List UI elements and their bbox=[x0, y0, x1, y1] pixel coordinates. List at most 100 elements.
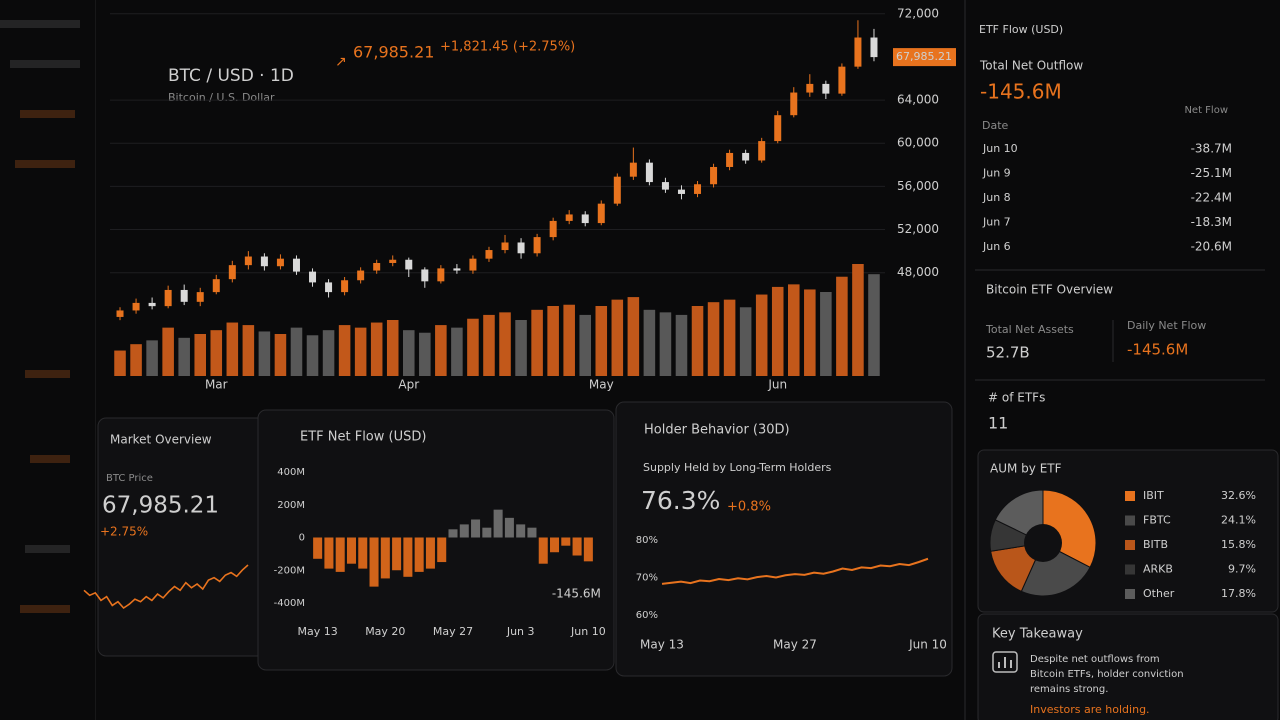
candle-body bbox=[677, 189, 685, 194]
value: 52.7B bbox=[986, 344, 1030, 362]
x-tick-label: Mar bbox=[205, 378, 228, 392]
volume-bar bbox=[659, 312, 672, 376]
blurred-text bbox=[15, 160, 75, 168]
candle-body bbox=[726, 152, 734, 167]
candle-body bbox=[597, 203, 605, 224]
bar bbox=[403, 537, 413, 577]
header-price: 67,985.21 bbox=[353, 43, 434, 62]
label: Total Net Assets bbox=[985, 323, 1074, 336]
legend-swatch bbox=[1125, 491, 1135, 501]
y-tick-label: 52,000 bbox=[897, 222, 939, 236]
chart-icon bbox=[992, 651, 1018, 673]
legend-swatch bbox=[1125, 540, 1135, 550]
table-cell: -38.7M bbox=[1191, 142, 1232, 156]
volume-bar bbox=[627, 297, 640, 376]
legend-label: FBTC bbox=[1143, 514, 1171, 527]
table-cell: -18.3M bbox=[1191, 215, 1232, 229]
volume-bar bbox=[723, 299, 736, 376]
candle-body bbox=[373, 262, 381, 271]
volume-bar bbox=[547, 306, 559, 376]
panel-title: ETF Net Flow (USD) bbox=[300, 430, 426, 445]
volume-bar bbox=[451, 327, 463, 376]
column-header: Date bbox=[982, 119, 1009, 132]
label: BTC Price bbox=[106, 473, 153, 484]
volume-bar bbox=[178, 337, 190, 376]
x-tick-label: May 27 bbox=[773, 638, 817, 652]
legend-swatch bbox=[1125, 589, 1135, 599]
takeaway-text: Bitcoin ETFs, holder conviction bbox=[1030, 669, 1184, 680]
legend-label: Other bbox=[1143, 587, 1175, 600]
candle-body bbox=[309, 271, 317, 283]
bar bbox=[504, 517, 514, 538]
legend-swatch bbox=[1125, 564, 1135, 575]
donut-hole bbox=[1024, 524, 1062, 562]
candle-body bbox=[276, 258, 284, 267]
candle-body bbox=[421, 269, 429, 282]
volume-bar bbox=[274, 334, 287, 376]
price-tag-label: 67,985.21 bbox=[896, 50, 952, 63]
candle-body bbox=[132, 302, 140, 311]
candle-body bbox=[694, 184, 702, 194]
volume-bar bbox=[675, 314, 688, 376]
blurred-text bbox=[20, 110, 75, 118]
volume-bar bbox=[787, 284, 800, 376]
holder-panel bbox=[615, 401, 953, 677]
candle-body bbox=[148, 302, 156, 307]
x-tick-label: May 13 bbox=[298, 625, 338, 638]
volume-bar bbox=[338, 325, 351, 376]
bar bbox=[425, 537, 435, 569]
volume-bar bbox=[563, 304, 575, 376]
candle-body bbox=[517, 242, 525, 254]
volume-bar bbox=[322, 330, 335, 376]
blurred-sidebar bbox=[0, 0, 96, 720]
volume-bar bbox=[258, 331, 271, 376]
panel-title: ETF Flow (USD) bbox=[979, 23, 1063, 36]
panel-title: Holder Behavior (30D) bbox=[644, 423, 790, 438]
candle-body bbox=[581, 214, 589, 224]
bar bbox=[313, 537, 323, 559]
y-tick-label: -200M bbox=[274, 565, 305, 576]
volume-bar bbox=[868, 274, 880, 376]
panel-title: Market Overview bbox=[110, 433, 212, 447]
candle-body bbox=[325, 282, 333, 293]
change: +2.75% bbox=[100, 525, 148, 539]
blurred-text bbox=[10, 60, 80, 68]
x-tick-label: May 27 bbox=[433, 625, 473, 638]
label: Total Net Outflow bbox=[979, 59, 1083, 73]
bar bbox=[550, 537, 560, 553]
x-tick-label: Jun 10 bbox=[908, 638, 947, 652]
candle-body bbox=[710, 166, 718, 185]
volume-bar bbox=[130, 344, 142, 376]
change: +0.8% bbox=[727, 500, 771, 515]
y-tick-label: 64,000 bbox=[897, 93, 939, 107]
pair-title: BTC / USD · 1D bbox=[168, 66, 294, 86]
x-tick-label: May 13 bbox=[640, 638, 684, 652]
section-title: AUM by ETF bbox=[990, 462, 1062, 476]
takeaway-text: Despite net outflows from bbox=[1030, 654, 1160, 665]
volume-bar bbox=[836, 276, 848, 376]
outflow: -145.6M bbox=[980, 80, 1062, 104]
candle-body bbox=[661, 182, 669, 190]
legend-value: 15.8% bbox=[1221, 538, 1256, 551]
chart-icon-bars bbox=[998, 657, 1012, 668]
bar bbox=[369, 537, 379, 587]
bar bbox=[414, 537, 424, 572]
x-tick-label: Apr bbox=[398, 378, 419, 392]
x-tick-label: May 20 bbox=[365, 625, 405, 638]
bar bbox=[459, 524, 469, 538]
table-cell: Jun 7 bbox=[982, 216, 1011, 229]
volume-bar bbox=[820, 292, 832, 376]
candle-body bbox=[501, 242, 509, 251]
bar bbox=[471, 519, 481, 538]
candle-body bbox=[822, 83, 830, 94]
bar bbox=[482, 527, 492, 538]
legend-value: 24.1% bbox=[1221, 514, 1256, 527]
candle-body bbox=[437, 268, 445, 282]
candle-body bbox=[164, 289, 172, 307]
volume-bar bbox=[499, 312, 511, 376]
blurred-text bbox=[20, 605, 70, 613]
volume-bar bbox=[852, 264, 864, 376]
candle-body bbox=[613, 176, 621, 204]
bar bbox=[448, 529, 458, 538]
bar bbox=[324, 537, 334, 569]
